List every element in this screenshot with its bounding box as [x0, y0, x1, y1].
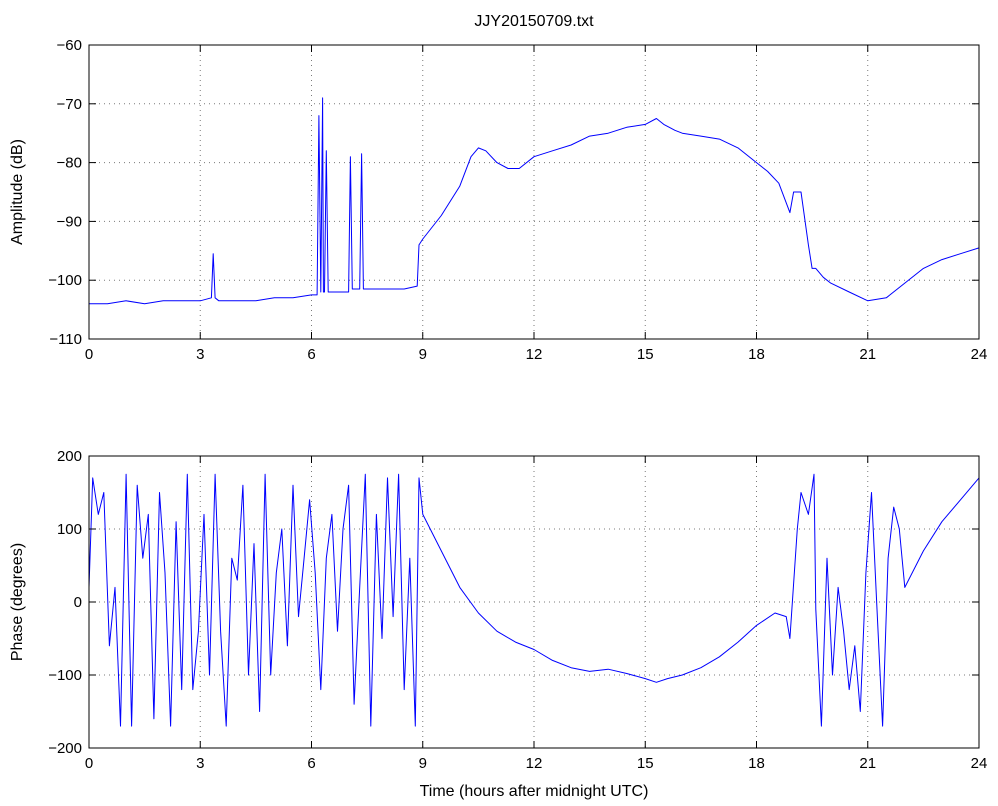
- amplitude-x-tick-label-15: 15: [637, 346, 654, 363]
- amplitude-x-tick-label-21: 21: [859, 346, 876, 363]
- amplitude-y-axis-label: Amplitude (dB): [9, 139, 26, 245]
- phase-x-tick-label-0: 0: [85, 755, 93, 772]
- phase-x-tick-label-24: 24: [971, 755, 988, 772]
- phase-x-tick-label-15: 15: [637, 755, 654, 772]
- amplitude-y-tick-label-2: −90: [57, 213, 82, 230]
- phase-y-tick-label-0: −200: [48, 740, 82, 757]
- amplitude-y-tick-label-0: −110: [49, 331, 82, 348]
- amplitude-panel: 0 3 6 9 12 15 18 21 24 −110 −100 −90 −80 −70 −60 JJY20…: [9, 13, 987, 363]
- amplitude-x-tick-label-3: 3: [196, 346, 204, 363]
- amplitude-x-tick-label-18: 18: [748, 346, 765, 363]
- phase-x-tick-label-18: 18: [748, 755, 765, 772]
- phase-y-axis-label: Phase (degrees): [9, 543, 26, 661]
- phase-x-tick-label-3: 3: [196, 755, 204, 772]
- amplitude-grid: [89, 45, 979, 339]
- phase-x-tick-label-12: 12: [526, 755, 543, 772]
- phase-y-tick-label-4: 200: [57, 448, 82, 465]
- amplitude-y-tick-label-4: −70: [57, 96, 82, 113]
- phase-y-tick-label-1: −100: [48, 667, 82, 684]
- amplitude-y-tick-label-3: −80: [57, 155, 82, 172]
- amplitude-y-tick-label-1: −100: [48, 272, 82, 289]
- amplitude-series-group: [89, 97, 980, 305]
- amplitude-series-line-0: [89, 97, 980, 305]
- phase-panel: 0 3 6 9 12 15 18 21 24 −200 −100 0 100 200 Phase (deg…: [9, 448, 987, 800]
- phase-y-tick-label-3: 100: [57, 521, 82, 538]
- amplitude-x-tick-label-0: 0: [85, 346, 93, 363]
- phase-x-tick-label-21: 21: [859, 755, 876, 772]
- amplitude-x-tick-label-9: 9: [419, 346, 427, 363]
- amplitude-y-tick-label-5: −60: [57, 37, 82, 54]
- amplitude-x-tick-label-24: 24: [971, 346, 988, 363]
- phase-x-tick-label-6: 6: [307, 755, 315, 772]
- phase-series-group: [88, 473, 980, 727]
- phase-series-line-0: [88, 473, 980, 727]
- phase-y-tick-label-2: 0: [74, 594, 82, 611]
- amplitude-chart-title: JJY20150709.txt: [474, 13, 594, 30]
- amplitude-x-tick-label-12: 12: [526, 346, 543, 363]
- phase-x-tick-label-9: 9: [419, 755, 427, 772]
- amplitude-x-tick-label-6: 6: [307, 346, 315, 363]
- amplitude-ticks: 0 3 6 9 12 15 18 21 24 −110 −100 −90 −80 −70 −60: [48, 37, 987, 363]
- phase-grid: [89, 456, 979, 748]
- phase-x-axis-label: Time (hours after midnight UTC): [420, 783, 649, 800]
- phase-ticks: 0 3 6 9 12 15 18 21 24 −200 −100 0 100 200: [48, 448, 987, 772]
